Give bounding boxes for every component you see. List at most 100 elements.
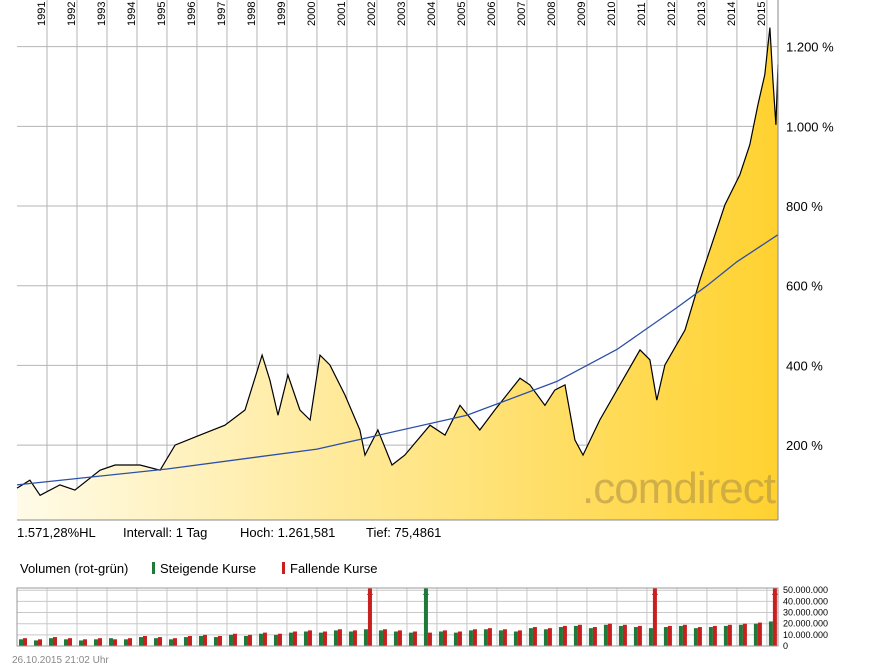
x-tick-label: 2007 (516, 2, 528, 26)
volume-bar (678, 625, 683, 646)
y-tick-label: 1.200 % (786, 40, 834, 55)
y-tick-label: 600 % (786, 279, 823, 294)
volume-bar (708, 627, 713, 646)
x-tick-label: 2005 (456, 2, 468, 26)
volume-bar (622, 624, 627, 646)
x-tick-label: 2008 (546, 2, 558, 26)
y-tick-label: 50.000.000 (783, 585, 828, 595)
overflow-arrow (366, 590, 373, 595)
volume-bar (637, 625, 642, 646)
volume-bar (397, 630, 402, 646)
volume-bar (723, 625, 728, 646)
volume-bar (562, 625, 567, 646)
volume-bar (288, 632, 293, 646)
volume-bar (22, 638, 27, 646)
volume-bar (457, 631, 462, 646)
volume-bar (667, 625, 672, 646)
volume-bar (168, 639, 173, 646)
price-line (16, 27, 779, 497)
x-tick-label: 1996 (186, 2, 198, 26)
volume-title: Volumen (rot-grün) (20, 561, 128, 576)
price-panel: 1991 1992 1993 1994 1995 1996 1997 1998 1999 2000… (16, 0, 834, 540)
volume-bar (547, 628, 552, 646)
volume-bar (262, 632, 267, 646)
volume-bar (172, 638, 177, 646)
x-tick-label: 2002 (366, 2, 378, 26)
volume-bar (378, 630, 383, 646)
volume-bar (213, 637, 218, 646)
volume-bar (333, 630, 338, 646)
volume-bar (108, 638, 113, 646)
legend-label: Fallende Kurse (290, 561, 377, 576)
volume-bar (757, 622, 762, 646)
volume-bar (138, 637, 143, 646)
volume-bar (217, 635, 222, 646)
volume-bar (52, 637, 57, 646)
volume-bar (93, 639, 98, 646)
y-tick-label: 800 % (786, 199, 823, 214)
y-tick-label: 400 % (786, 358, 823, 373)
volume-bar (382, 629, 387, 646)
volume-bar (483, 629, 488, 646)
overflow-arrow (771, 590, 778, 595)
volume-bar (183, 637, 188, 646)
volume-bar (487, 628, 492, 646)
x-tick-label: 2006 (486, 2, 498, 26)
volume-bar (232, 633, 237, 646)
x-tick-label: 1998 (246, 2, 258, 26)
volume-bar (603, 624, 608, 646)
volume-bar (153, 638, 158, 646)
volume-bar (468, 630, 473, 646)
x-tick-label: 1995 (156, 2, 168, 26)
x-tick-label: 2010 (606, 2, 618, 26)
volume-bar (753, 623, 758, 646)
volume-bar (157, 637, 162, 646)
volume-bars (18, 588, 777, 646)
volume-bar (292, 631, 297, 646)
volume-bar (427, 632, 432, 646)
volume-bar (247, 634, 252, 646)
volume-bar (18, 639, 23, 646)
watermark: .comdirect (582, 464, 776, 513)
legend-swatch (282, 562, 285, 574)
volume-bar (307, 630, 312, 646)
volume-bar (97, 638, 102, 646)
volume-panel: Volumen (rot-grün) Steigende Kurse Fallend… (12, 561, 828, 666)
volume-bar (63, 639, 68, 646)
volume-bar (258, 633, 263, 646)
volume-bar (363, 629, 368, 646)
x-tick-label: 2015 (756, 2, 768, 26)
volume-bar (337, 629, 342, 646)
volume-bar (543, 629, 548, 646)
volume-bar (472, 629, 477, 646)
volume-bar (592, 627, 597, 646)
volume-bar (633, 627, 638, 646)
y-tick-label: 30.000.000 (783, 608, 828, 618)
volume-bar (693, 628, 698, 646)
volume-bar (228, 634, 233, 646)
legend-swatch (152, 562, 155, 574)
volume-bar (202, 634, 207, 646)
volume-bar (727, 624, 732, 646)
volume-bar (187, 635, 192, 646)
legend-label: Steigende Kurse (160, 561, 256, 576)
volume-bar (697, 627, 702, 646)
info-text: Tief: 75,4861 (366, 525, 441, 540)
volume-bar (498, 630, 503, 646)
volume-bar (78, 640, 83, 646)
volume-bar (82, 639, 87, 646)
volume-bar (712, 625, 717, 646)
volume-bar (67, 638, 72, 646)
trend-line (16, 234, 779, 486)
y-tick-label: 1.000 % (786, 119, 834, 134)
x-tick-label: 1993 (96, 2, 108, 26)
volume-bar (393, 631, 398, 646)
volume-bar (682, 624, 687, 646)
volume-bar (438, 631, 443, 646)
volume-bar (532, 627, 537, 646)
x-tick-label: 2000 (306, 2, 318, 26)
volume-bar (33, 640, 38, 646)
y-tick-label: 10.000.000 (783, 630, 828, 640)
volume-bar (442, 630, 447, 646)
volume-bar (573, 625, 578, 646)
